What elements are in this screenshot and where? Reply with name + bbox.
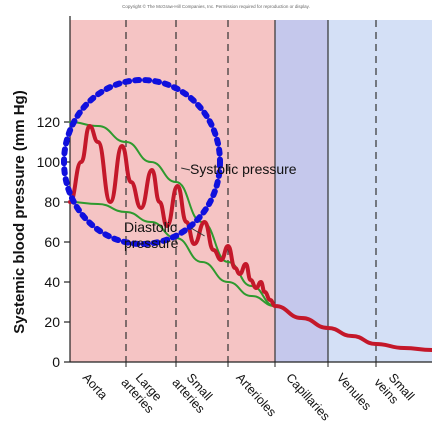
region-band — [275, 20, 328, 362]
y-tick-label: 100 — [37, 154, 61, 170]
tick-labels: 0 20 40 60 80 100 120 — [37, 114, 61, 370]
diastolic-annotation: Diastolic pressure — [124, 219, 179, 251]
systolic-envelope-line — [69, 121, 276, 307]
systolic-annotation: Systolic pressure — [190, 161, 297, 177]
highlight-circle — [61, 77, 223, 247]
region-band — [176, 20, 228, 362]
y-axis-label: Systemic blood pressure (mm Hg) — [11, 90, 28, 333]
category-labels: Aorta Largearteries Smallarteries Arteriole… — [80, 366, 417, 424]
y-tick-label: 40 — [44, 274, 60, 290]
copyright-notice: Copyright © The McGraw-Hill Companies, I… — [122, 4, 310, 9]
y-tick-label: 60 — [44, 234, 60, 250]
annotations: Systolic pressure Diastolic pressure — [61, 77, 297, 251]
category-label: Smallarteries — [169, 366, 218, 416]
category-label: Largearteries — [118, 366, 167, 416]
category-label: Aorta — [80, 371, 110, 403]
category-label: Venules — [334, 371, 374, 413]
y-tick-label: 0 — [52, 354, 60, 370]
category-label: Smallveins — [371, 366, 417, 412]
blood-pressure-line — [68, 124, 432, 352]
y-tick-label: 120 — [37, 114, 61, 130]
diastolic-leader — [190, 227, 205, 237]
category-label: Capillaries — [283, 371, 332, 424]
region-band — [328, 20, 376, 362]
y-tick-label: 80 — [44, 194, 60, 210]
region-band — [70, 20, 126, 362]
region-band — [228, 20, 275, 362]
systolic-leader — [181, 167, 191, 171]
category-label: Arterioles — [233, 371, 279, 420]
region-band — [376, 20, 432, 362]
region-bands — [70, 20, 432, 362]
y-tick-label: 20 — [44, 314, 60, 330]
